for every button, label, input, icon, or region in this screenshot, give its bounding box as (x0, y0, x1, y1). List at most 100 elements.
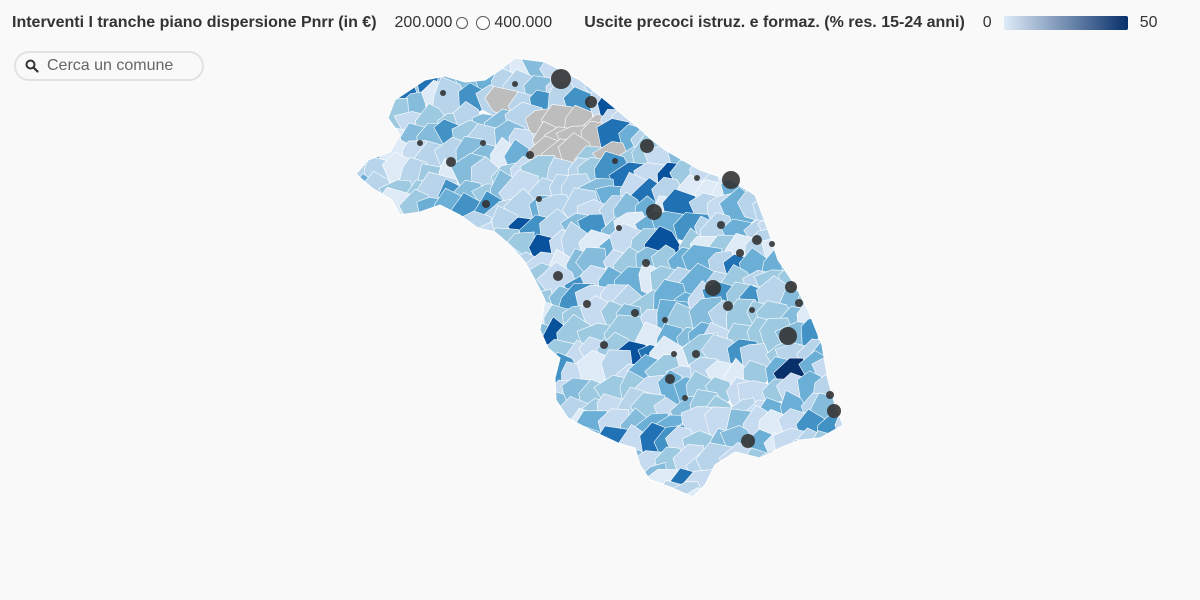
municipality-area[interactable] (327, 426, 366, 467)
municipality-area[interactable] (442, 396, 475, 434)
municipality-area[interactable] (422, 264, 453, 300)
municipality-area[interactable] (325, 84, 369, 128)
municipality-area[interactable] (809, 482, 847, 517)
municipality-area[interactable] (353, 478, 384, 511)
municipality-area[interactable] (419, 381, 459, 411)
municipality-area[interactable] (648, 66, 680, 97)
municipality-area[interactable] (732, 86, 759, 119)
municipality-area[interactable] (380, 357, 420, 394)
municipality-area[interactable] (740, 468, 771, 503)
municipality-area[interactable] (504, 448, 543, 481)
municipality-area[interactable] (332, 241, 363, 280)
municipality-area[interactable] (739, 161, 771, 193)
municipality-area[interactable] (545, 446, 573, 481)
municipality-area[interactable] (510, 424, 541, 458)
municipality-area[interactable] (482, 272, 526, 307)
municipality-area[interactable] (683, 487, 719, 522)
municipality-area[interactable] (436, 351, 466, 399)
municipality-area[interactable] (485, 358, 526, 392)
municipality-area[interactable] (744, 119, 777, 159)
municipality-area[interactable] (332, 459, 365, 503)
municipality-area[interactable] (583, 459, 622, 501)
municipality-area[interactable] (831, 305, 866, 337)
municipality-area[interactable] (459, 226, 490, 261)
municipality-area[interactable] (469, 363, 512, 410)
municipality-area[interactable] (345, 398, 377, 429)
municipality-area[interactable] (414, 408, 458, 454)
municipality-area[interactable] (344, 335, 379, 373)
municipality-area[interactable] (475, 356, 509, 386)
municipality-area[interactable] (343, 297, 381, 340)
municipality-area[interactable] (365, 397, 399, 431)
municipality-area[interactable] (794, 232, 830, 269)
municipality-area[interactable] (757, 135, 793, 173)
municipality-area[interactable] (382, 287, 422, 321)
municipality-area[interactable] (557, 483, 592, 522)
municipality-area[interactable] (348, 42, 389, 82)
municipality-area[interactable] (829, 279, 862, 316)
municipality-area[interactable] (831, 338, 869, 376)
municipality-area[interactable] (325, 119, 366, 155)
municipality-area[interactable] (402, 488, 440, 521)
municipality-area[interactable] (377, 489, 413, 518)
municipality-area[interactable] (423, 453, 455, 489)
municipality-area[interactable] (827, 37, 862, 73)
municipality-area[interactable] (583, 54, 617, 86)
municipality-area[interactable] (674, 109, 710, 138)
municipality-area[interactable] (395, 425, 437, 466)
municipality-area[interactable] (341, 270, 373, 303)
search-input[interactable] (45, 56, 199, 76)
municipality-area[interactable] (344, 228, 389, 267)
municipality-area[interactable] (807, 81, 847, 118)
municipality-area[interactable] (509, 394, 541, 426)
municipality-area[interactable] (413, 305, 451, 336)
municipality-area[interactable] (791, 179, 833, 217)
municipality-area[interactable] (828, 158, 861, 188)
municipality-area[interactable] (815, 251, 849, 286)
municipality-area[interactable] (831, 47, 860, 83)
municipality-area[interactable] (620, 72, 654, 106)
municipality-area[interactable] (332, 71, 366, 106)
municipality-area[interactable] (780, 175, 814, 207)
municipality-area[interactable] (364, 353, 401, 390)
municipality-area[interactable] (431, 210, 465, 249)
municipality-area[interactable] (382, 432, 418, 474)
municipality-area[interactable] (383, 412, 413, 443)
municipality-area[interactable] (402, 215, 442, 255)
municipality-area[interactable] (541, 481, 580, 519)
municipality-area[interactable] (691, 36, 723, 69)
municipality-area[interactable] (380, 385, 421, 423)
municipality-area[interactable] (635, 34, 667, 66)
municipality-area[interactable] (665, 35, 700, 66)
municipality-area[interactable] (504, 284, 541, 318)
municipality-area[interactable] (832, 452, 872, 491)
municipality-area[interactable] (434, 230, 474, 270)
municipality-area[interactable] (326, 352, 364, 388)
municipality-area[interactable] (387, 264, 418, 299)
municipality-area[interactable] (490, 463, 531, 506)
municipality-area[interactable] (834, 376, 863, 409)
municipality-area[interactable] (747, 143, 782, 178)
municipality-area[interactable] (403, 301, 433, 333)
municipality-area[interactable] (758, 71, 795, 105)
municipality-area[interactable] (795, 47, 832, 94)
municipality-area[interactable] (327, 338, 364, 369)
municipality-area[interactable] (800, 481, 832, 514)
municipality-area[interactable] (397, 369, 432, 405)
municipality-area[interactable] (650, 102, 680, 131)
municipality-area[interactable] (837, 194, 866, 225)
municipality-area[interactable] (351, 326, 378, 356)
municipality-area[interactable] (329, 376, 351, 402)
municipality-area[interactable] (357, 405, 398, 446)
municipality-area[interactable] (435, 431, 465, 469)
municipality-area[interactable] (477, 282, 510, 313)
municipality-area[interactable] (834, 89, 869, 122)
municipality-area[interactable] (511, 479, 547, 513)
municipality-area[interactable] (680, 96, 725, 139)
municipality-area[interactable] (814, 146, 849, 177)
municipality-area[interactable] (432, 34, 468, 76)
municipality-area[interactable] (830, 109, 864, 141)
municipality-area[interactable] (709, 68, 752, 108)
municipality-area[interactable] (794, 261, 836, 300)
municipality-area[interactable] (780, 162, 814, 195)
